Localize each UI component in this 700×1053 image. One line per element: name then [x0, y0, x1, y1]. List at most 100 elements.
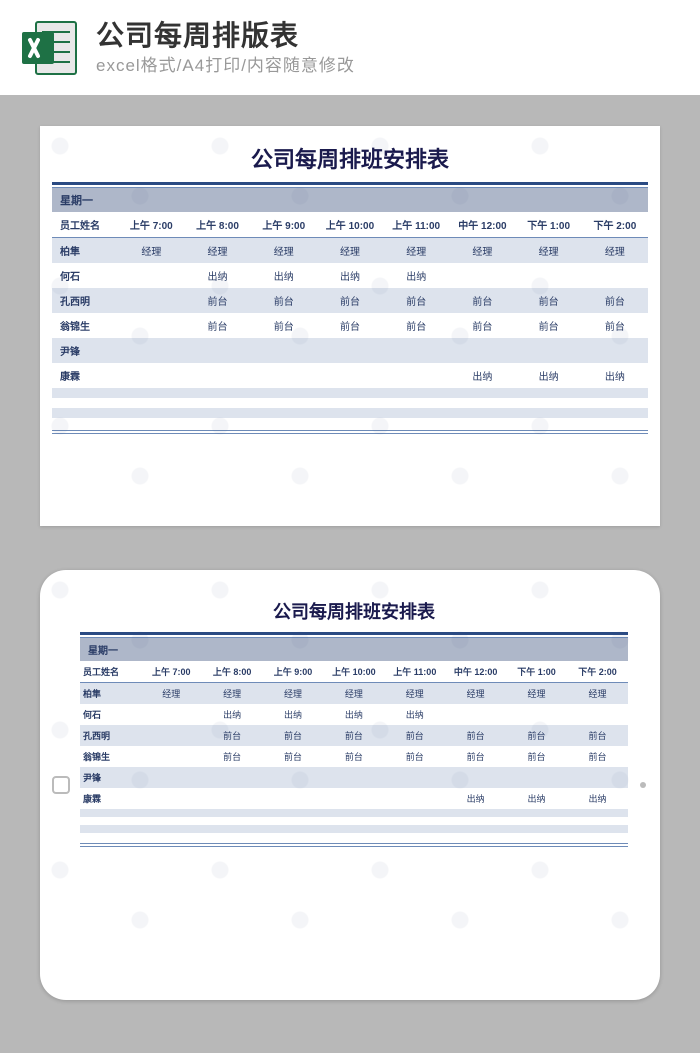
shift-cell: 经理 — [383, 238, 449, 264]
shift-cell — [384, 767, 445, 788]
shift-cell — [263, 833, 324, 841]
table-row — [52, 388, 648, 398]
employee-name-cell: 何石 — [52, 263, 118, 288]
col-timeslot: 下午 2:00 — [567, 661, 628, 683]
shift-cell: 经理 — [202, 683, 263, 705]
table-row: 康霖出纳出纳出纳 — [52, 363, 648, 388]
shift-cell — [384, 817, 445, 825]
shift-cell — [449, 408, 515, 418]
day-label: 星期一 — [80, 638, 628, 661]
table-row — [80, 825, 628, 833]
shift-cell: 前台 — [582, 313, 648, 338]
shift-cell: 出纳 — [582, 363, 648, 388]
shift-cell — [445, 704, 506, 725]
shift-cell: 前台 — [317, 288, 383, 313]
shift-cell — [118, 398, 184, 408]
shift-cell: 前台 — [445, 746, 506, 767]
shift-cell — [516, 398, 582, 408]
shift-cell: 经理 — [449, 238, 515, 264]
shift-cell: 前台 — [324, 746, 385, 767]
shift-cell: 出纳 — [184, 263, 250, 288]
col-timeslot: 下午 1:00 — [506, 661, 567, 683]
table-bottom-rule-2 — [80, 846, 628, 847]
shift-cell — [384, 809, 445, 817]
shift-cell — [506, 809, 567, 817]
col-timeslot: 中午 12:00 — [445, 661, 506, 683]
shift-cell — [582, 398, 648, 408]
tablet-camera — [640, 782, 646, 788]
shift-cell — [567, 833, 628, 841]
col-timeslot: 中午 12:00 — [449, 212, 515, 238]
shift-cell: 经理 — [445, 683, 506, 705]
table-row: 康霖出纳出纳出纳 — [80, 788, 628, 809]
shift-cell: 经理 — [324, 683, 385, 705]
shift-cell — [324, 833, 385, 841]
tablet-screen: 公司每周排班安排表 星期一 员工姓名上午 7:00上午 8:00上午 9:00上… — [80, 592, 648, 978]
col-timeslot: 上午 10:00 — [317, 212, 383, 238]
shift-cell: 经理 — [582, 238, 648, 264]
col-timeslot: 下午 2:00 — [582, 212, 648, 238]
shift-cell — [449, 263, 515, 288]
shift-cell — [118, 408, 184, 418]
shift-cell: 经理 — [251, 238, 317, 264]
shift-cell — [251, 418, 317, 428]
employee-name-cell: 孔西明 — [52, 288, 118, 313]
shift-cell — [184, 388, 250, 398]
shift-cell — [251, 363, 317, 388]
shift-cell — [582, 408, 648, 418]
shift-cell — [567, 767, 628, 788]
employee-name-cell: 康霖 — [52, 363, 118, 388]
shift-cell — [324, 817, 385, 825]
shift-cell — [516, 418, 582, 428]
title-rule — [52, 182, 648, 185]
shift-cell: 前台 — [516, 313, 582, 338]
employee-name-cell: 孔西明 — [80, 725, 141, 746]
shift-cell — [141, 825, 202, 833]
table-row — [80, 809, 628, 817]
shift-cell: 出纳 — [202, 704, 263, 725]
table-bottom-rule — [80, 843, 628, 844]
table-row: 柏隼经理经理经理经理经理经理经理经理 — [80, 683, 628, 705]
shift-cell: 出纳 — [567, 788, 628, 809]
shift-cell — [516, 388, 582, 398]
shift-cell: 前台 — [445, 725, 506, 746]
shift-cell — [582, 418, 648, 428]
page-subtitle: excel格式/A4打印/内容随意修改 — [96, 56, 355, 76]
shift-cell: 出纳 — [506, 788, 567, 809]
table-row — [52, 398, 648, 408]
shift-cell — [516, 338, 582, 363]
shift-cell: 前台 — [582, 288, 648, 313]
table-row: 孔西明前台前台前台前台前台前台前台 — [80, 725, 628, 746]
day-label: 星期一 — [52, 188, 648, 212]
col-timeslot: 上午 9:00 — [263, 661, 324, 683]
shift-cell — [141, 746, 202, 767]
table-row: 孔西明前台前台前台前台前台前台前台 — [52, 288, 648, 313]
shift-cell — [383, 418, 449, 428]
shift-cell — [251, 398, 317, 408]
shift-cell: 前台 — [263, 725, 324, 746]
shift-cell — [317, 408, 383, 418]
employee-name-cell — [52, 388, 118, 398]
sheet-preview-card: 公司每周排班安排表 星期一 员工姓名上午 7:00上午 8:00上午 9:00上… — [40, 126, 660, 526]
col-timeslot: 上午 8:00 — [202, 661, 263, 683]
shift-cell — [317, 363, 383, 388]
shift-cell — [449, 388, 515, 398]
shift-cell — [384, 825, 445, 833]
shift-cell — [184, 363, 250, 388]
shift-cell — [383, 363, 449, 388]
shift-cell — [141, 788, 202, 809]
shift-cell — [202, 767, 263, 788]
shift-cell — [141, 725, 202, 746]
employee-name-cell — [80, 825, 141, 833]
schedule-title: 公司每周排班安排表 — [52, 136, 648, 182]
shift-cell — [202, 825, 263, 833]
table-row: 何石出纳出纳出纳出纳 — [52, 263, 648, 288]
shift-cell: 前台 — [567, 725, 628, 746]
shift-cell: 前台 — [384, 746, 445, 767]
employee-name-cell: 尹锋 — [80, 767, 141, 788]
col-timeslot: 上午 11:00 — [383, 212, 449, 238]
employee-name-cell — [52, 408, 118, 418]
employee-name-cell: 何石 — [80, 704, 141, 725]
shift-cell — [118, 313, 184, 338]
excel-icon — [18, 16, 82, 80]
